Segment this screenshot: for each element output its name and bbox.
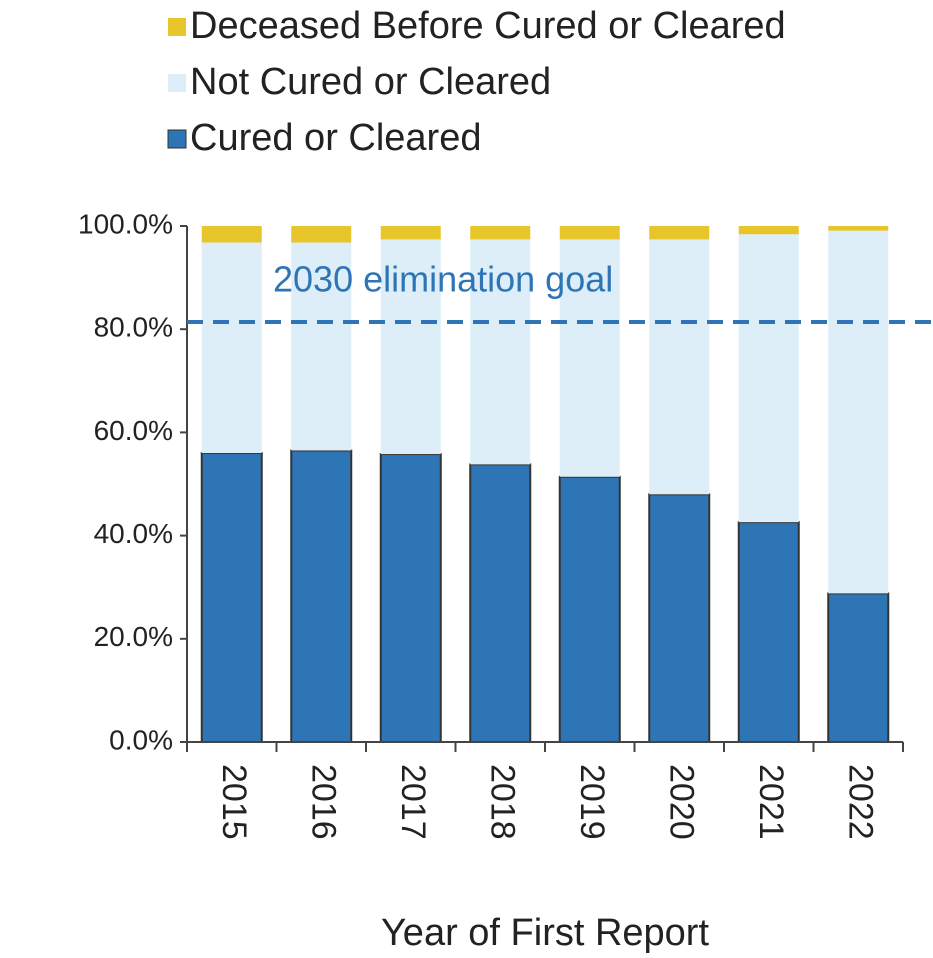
x-tick-label: 2022 — [841, 764, 879, 840]
bar-segment — [291, 226, 352, 243]
y-tick-label: 100.0% — [78, 208, 173, 239]
x-tick-label: 2015 — [215, 764, 253, 840]
bar-segment — [290, 449, 353, 743]
x-tick-label: 2021 — [752, 764, 790, 840]
y-tick-label: 20.0% — [94, 621, 173, 652]
bar-segment — [828, 226, 889, 231]
x-tick-label: 2016 — [304, 764, 342, 840]
y-tick-label: 40.0% — [94, 518, 173, 549]
goal-label: 2030 elimination goal — [273, 258, 613, 299]
legend-label: Cured or Cleared — [190, 117, 481, 159]
y-tick-label: 60.0% — [94, 415, 173, 446]
x-axis-title: Year of First Report — [381, 912, 710, 954]
bar-segment — [470, 226, 531, 240]
bar-segment — [649, 239, 710, 495]
x-tick-label: 2017 — [394, 764, 432, 840]
bar-segment — [559, 239, 620, 477]
bar-segment — [649, 226, 710, 240]
bar-segment — [469, 463, 532, 743]
bar-segment — [380, 239, 441, 455]
bar-segment — [559, 226, 620, 240]
y-tick-label: 80.0% — [94, 312, 173, 343]
legend-label: Not Cured or Cleared — [190, 61, 551, 103]
bar-segment — [828, 230, 889, 594]
bar-segment — [558, 475, 621, 743]
x-tick-label: 2018 — [483, 764, 521, 840]
y-tick-label: 0.0% — [109, 724, 173, 755]
x-tick-label: 2020 — [662, 764, 700, 840]
bar-segment — [738, 226, 799, 235]
bar-segment — [827, 592, 890, 744]
legend-swatch — [167, 129, 187, 149]
x-tick-label: 2019 — [573, 764, 611, 840]
bar-segment — [200, 452, 263, 743]
legend-label: Deceased Before Cured or Cleared — [190, 5, 786, 47]
bar-segment — [648, 493, 711, 743]
bar-segment — [201, 242, 262, 454]
bar-segment — [201, 226, 262, 243]
bar-segment — [291, 242, 352, 451]
bar-segment — [379, 453, 442, 743]
bar-segment — [737, 521, 800, 744]
bar-segment — [380, 226, 441, 240]
bar-segment — [738, 234, 799, 523]
legend-swatch — [168, 74, 186, 92]
legend-swatch — [168, 18, 186, 36]
bar-segment — [470, 239, 531, 465]
